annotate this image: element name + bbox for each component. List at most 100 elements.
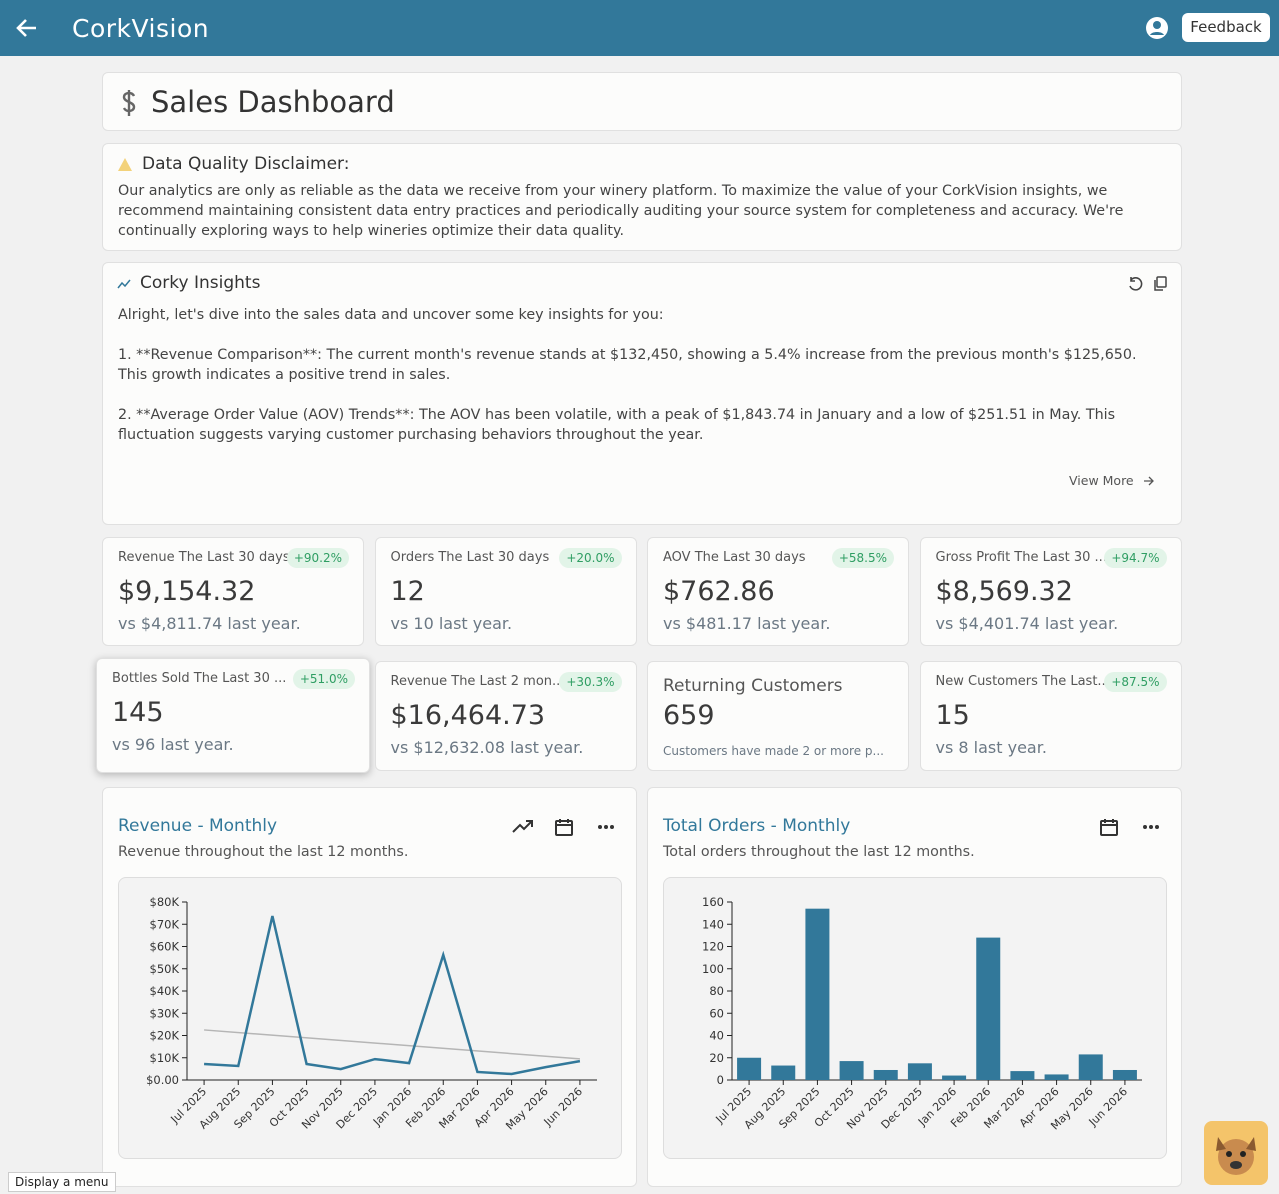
view-more-link[interactable]: View More xyxy=(1069,473,1134,488)
y-tick-label: 120 xyxy=(702,940,724,954)
y-tick-label: 60 xyxy=(709,1006,724,1020)
kpi-title: Returning Customers xyxy=(663,676,843,696)
bar xyxy=(976,937,1001,1080)
bar xyxy=(1044,1074,1069,1080)
feedback-button[interactable]: Feedback xyxy=(1182,13,1270,42)
kpi-card[interactable]: Gross Profit The Last 30 ... +94.7% $8,569… xyxy=(919,537,1182,646)
disclaimer-card: Data Quality Disclaimer: Our analytics a… xyxy=(102,143,1182,251)
kpi-title: Revenue The Last 30 days xyxy=(118,550,290,565)
bar xyxy=(1112,1069,1137,1080)
kpi-comparison: vs 8 last year. xyxy=(935,738,1047,757)
insight-paragraph: 2. **Average Order Value (AOV) Trends**:… xyxy=(118,407,1116,443)
kpi-card[interactable]: Revenue The Last 2 mon... +30.3% $16,464.7… xyxy=(374,661,637,771)
chart-subtitle: Revenue throughout the last 12 months. xyxy=(118,844,409,860)
kpi-comparison: vs $4,401.74 last year. xyxy=(935,614,1119,633)
kpi-title: AOV The Last 30 days xyxy=(663,550,806,565)
kpi-card[interactable]: Orders The Last 30 days +20.0% 12 vs 10 las… xyxy=(374,537,637,646)
kpi-title: Gross Profit The Last 30 ... xyxy=(935,550,1107,565)
kpi-value: 12 xyxy=(390,576,425,607)
y-tick-label: 20 xyxy=(709,1051,724,1065)
revenue-line xyxy=(204,915,581,1076)
y-tick-label: $40K xyxy=(150,984,180,998)
chart-title[interactable]: Revenue - Monthly xyxy=(118,816,278,836)
insights-body: Alright, let's dive into the sales data … xyxy=(118,305,1163,445)
insights-icon xyxy=(117,279,131,289)
kpi-title: Revenue The Last 2 mon... xyxy=(390,674,565,689)
logo[interactable]: CorkVision xyxy=(72,14,210,43)
bar xyxy=(805,908,830,1080)
more-button[interactable] xyxy=(1142,824,1160,830)
corky-assistant-button[interactable] xyxy=(1204,1121,1268,1185)
kpi-change-badge: +90.2% xyxy=(286,548,349,568)
kpi-change-badge: +58.5% xyxy=(831,548,894,568)
bar xyxy=(1010,1071,1035,1080)
disclaimer-text: Our analytics are only as reliable as th… xyxy=(118,183,1124,239)
y-tick-label: 100 xyxy=(702,962,724,976)
back-button[interactable] xyxy=(14,16,40,40)
y-tick-label: 80 xyxy=(709,984,724,998)
y-tick-label: $20K xyxy=(150,1029,180,1043)
y-tick-label: $60K xyxy=(150,940,180,954)
chart-card: Revenue - Monthly Revenue throughout the… xyxy=(102,787,637,1187)
kpi-card[interactable]: Returning Customers 659 Customers have mad… xyxy=(647,661,909,771)
chart-subtitle: Total orders throughout the last 12 mont… xyxy=(663,844,975,860)
kpi-card[interactable]: New Customers The Last... +87.5% 15 vs 8 la… xyxy=(919,661,1182,771)
kpi-change-badge: +94.7% xyxy=(1104,548,1167,568)
bar xyxy=(839,1061,864,1080)
page-title: Sales Dashboard xyxy=(151,85,395,119)
y-tick-label: $10K xyxy=(150,1051,180,1065)
copy-button[interactable] xyxy=(1152,276,1168,292)
chart: $0.00$10K$20K$30K$40K$50K$60K$70K$80KJul… xyxy=(118,877,622,1159)
kpi-comparison: vs 96 last year. xyxy=(112,735,234,754)
kpi-comparison: vs 10 last year. xyxy=(390,614,513,633)
kpi-value: 659 xyxy=(663,700,715,731)
disclaimer-title: Data Quality Disclaimer: xyxy=(142,154,350,174)
more-button[interactable] xyxy=(597,824,615,830)
kpi-card[interactable]: Revenue The Last 30 days +90.2% $9,154.32 v… xyxy=(102,537,364,646)
kpi-comparison: vs $4,811.74 last year. xyxy=(118,614,301,633)
y-tick-label: 40 xyxy=(709,1029,724,1043)
bar xyxy=(907,1063,932,1080)
y-tick-label: 0 xyxy=(717,1073,724,1087)
bar xyxy=(771,1065,796,1080)
insights-title: Corky Insights xyxy=(140,273,261,293)
title-card: Sales Dashboard xyxy=(102,72,1182,131)
y-tick-label: 160 xyxy=(702,895,724,909)
chart-title[interactable]: Total Orders - Monthly xyxy=(663,816,851,836)
y-tick-label: $30K xyxy=(150,1006,180,1020)
calendar-button[interactable] xyxy=(1100,818,1118,836)
tooltip: Display a menu xyxy=(8,1172,116,1192)
kpi-card[interactable]: AOV The Last 30 days +58.5% $762.86 vs $481… xyxy=(647,537,909,646)
kpi-value: $762.86 xyxy=(663,576,775,607)
y-tick-label: 140 xyxy=(702,917,724,931)
kpi-change-badge: +51.0% xyxy=(292,669,355,689)
kpi-card[interactable]: Bottles Sold The Last 30 ... +51.0% 145 vs … xyxy=(96,658,370,773)
top-bar: CorkVision Feedback xyxy=(0,0,1279,56)
dollar-icon xyxy=(122,90,136,116)
y-tick-label: $70K xyxy=(150,917,180,931)
y-tick-label: $0.00 xyxy=(146,1073,179,1087)
calendar-button[interactable] xyxy=(555,818,573,836)
insight-paragraph: 1. **Revenue Comparison**: The current m… xyxy=(118,347,1137,383)
kpi-value: 15 xyxy=(935,700,970,731)
refresh-button[interactable] xyxy=(1127,276,1143,292)
chart-card: Total Orders - Monthly Total orders thro… xyxy=(647,787,1182,1187)
kpi-change-badge: +20.0% xyxy=(559,548,622,568)
warning-icon xyxy=(118,158,132,171)
kpi-comparison: vs $481.17 last year. xyxy=(663,614,831,633)
kpi-change-badge: +30.3% xyxy=(559,672,622,692)
kpi-title: Orders The Last 30 days xyxy=(390,550,550,565)
kpi-value: 145 xyxy=(112,697,164,728)
arrow-icon[interactable] xyxy=(1143,475,1155,487)
bar xyxy=(942,1075,967,1080)
insight-paragraph: Alright, let's dive into the sales data … xyxy=(118,307,664,323)
insights-card: Corky Insights Alright, let's dive into … xyxy=(102,262,1182,525)
kpi-title: New Customers The Last... xyxy=(935,674,1110,689)
trend-toggle[interactable] xyxy=(512,818,534,834)
kpi-value: $16,464.73 xyxy=(390,700,546,731)
kpi-comparison: Customers have made 2 or more p... xyxy=(663,744,884,758)
kpi-change-badge: +87.5% xyxy=(1104,672,1167,692)
account-icon[interactable] xyxy=(1145,16,1169,40)
